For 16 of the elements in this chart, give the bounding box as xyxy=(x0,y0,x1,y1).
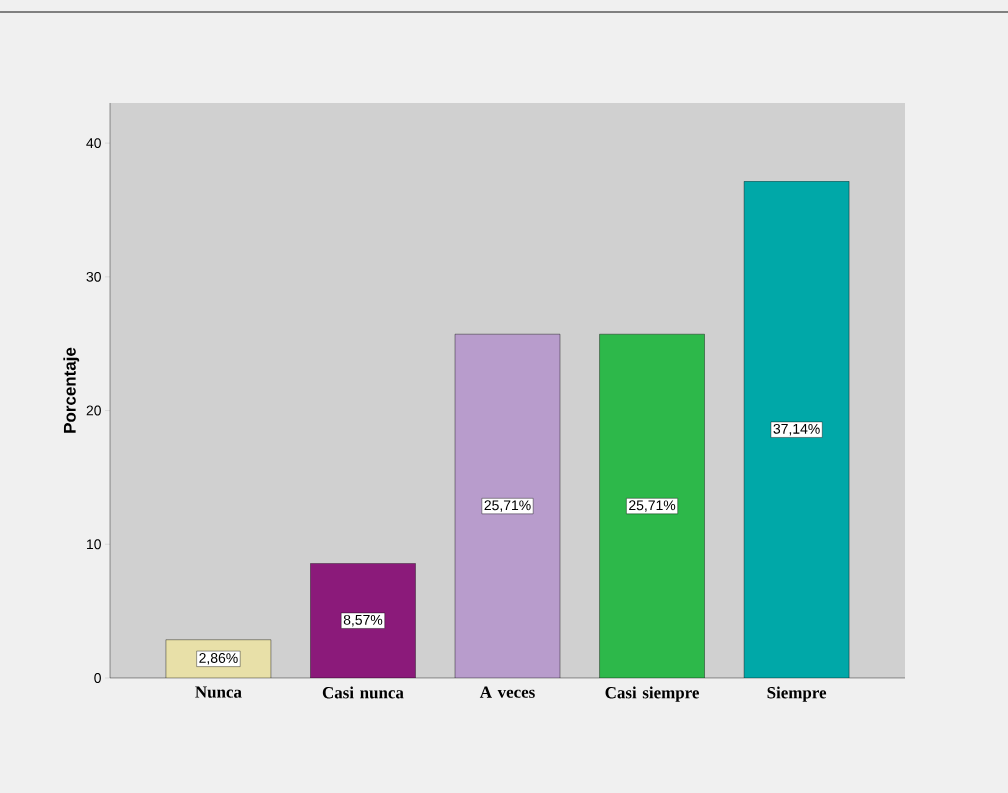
data-label: 25,71% xyxy=(629,500,676,512)
x-tick-label: Siempre xyxy=(767,686,827,702)
x-tick-label: Nunca xyxy=(195,686,242,698)
data-label: 37,14% xyxy=(773,423,820,436)
data-label: 2,86% xyxy=(199,653,238,665)
x-tick-label: Casi siempre xyxy=(605,686,699,702)
data-label: 25,71% xyxy=(484,500,531,512)
data-label: 8,57% xyxy=(343,614,383,627)
y-tick-label: 20 xyxy=(86,405,101,416)
x-tick-label: Casi nunca xyxy=(322,686,404,699)
y-tick-label: 10 xyxy=(87,539,101,550)
y-tick-label: 0 xyxy=(94,673,101,683)
y-axis-title: Porcentaje xyxy=(63,347,80,433)
y-tick-label: 30 xyxy=(86,271,101,282)
x-tick-label: A veces xyxy=(479,686,535,698)
y-tick-label: 40 xyxy=(86,138,101,149)
